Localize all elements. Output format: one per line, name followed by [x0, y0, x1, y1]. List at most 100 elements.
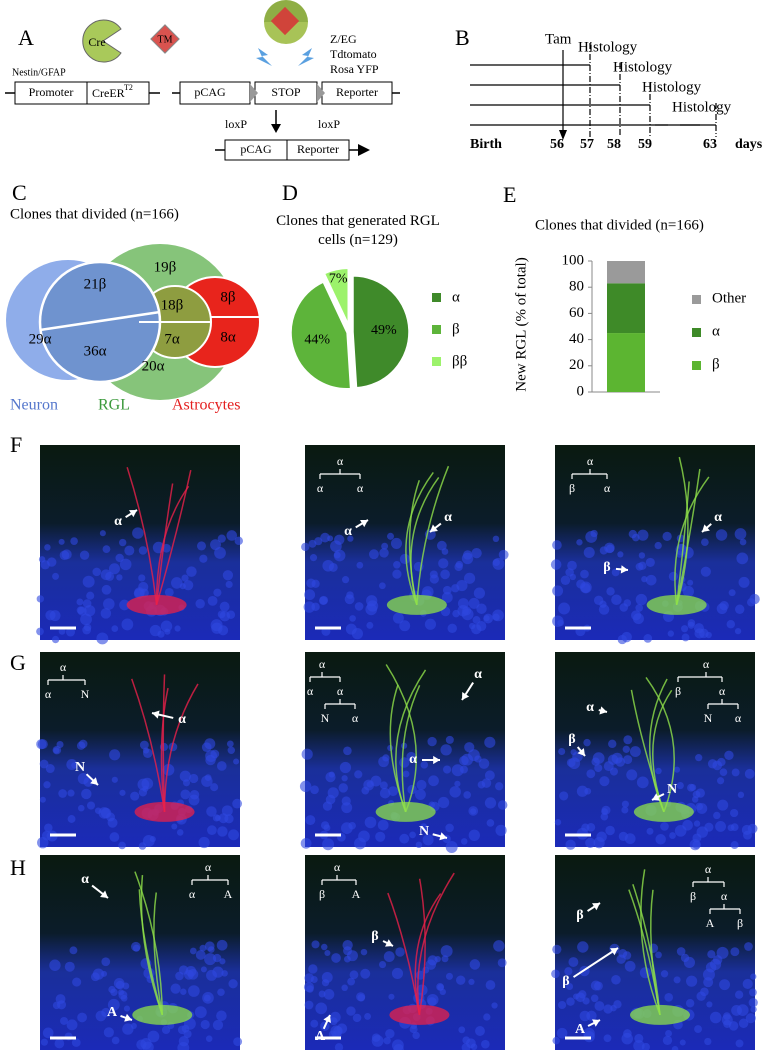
- nucleus: [643, 634, 653, 643]
- nucleus: [118, 538, 127, 547]
- nucleus: [731, 768, 740, 777]
- nucleus: [475, 1026, 485, 1036]
- nucleus: [303, 601, 316, 613]
- lineage-label: α: [334, 860, 341, 874]
- lineage-label: α: [357, 481, 364, 495]
- nucleus: [686, 975, 698, 987]
- nucleus: [687, 579, 694, 586]
- box: [86, 81, 150, 105]
- nucleus: [341, 802, 353, 814]
- nucleus: [606, 587, 615, 596]
- nucleus: [301, 748, 313, 760]
- nucleus: [179, 770, 191, 782]
- nucleus: [201, 742, 212, 752]
- process: [416, 465, 450, 605]
- nucleus: [420, 823, 428, 831]
- nucleus: [646, 827, 654, 835]
- nucleus: [323, 989, 335, 1000]
- nucleus: [130, 791, 140, 801]
- nucleus: [492, 609, 504, 622]
- process: [628, 889, 661, 1016]
- nucleus: [227, 746, 235, 755]
- arrowhead: [100, 890, 108, 898]
- label: TM: [158, 34, 173, 45]
- legend-swatch: [432, 357, 441, 366]
- nucleus: [181, 574, 189, 582]
- nucleus: [550, 559, 562, 570]
- nucleus: [687, 783, 695, 792]
- nucleus: [70, 537, 78, 545]
- y-tick-label: 60: [569, 305, 584, 321]
- nucleus: [406, 751, 416, 762]
- process: [675, 468, 701, 606]
- nucleus: [103, 598, 115, 610]
- nucleus: [346, 950, 358, 962]
- cell-label: α: [714, 510, 722, 525]
- nucleus: [299, 780, 312, 793]
- nucleus: [369, 549, 379, 560]
- nucleus: [328, 771, 335, 778]
- lineage-label: A: [224, 887, 233, 901]
- nucleus: [730, 841, 739, 850]
- nucleus: [552, 540, 562, 550]
- nucleus: [420, 761, 429, 769]
- panel-letter: C: [12, 180, 27, 205]
- nucleus: [586, 769, 596, 779]
- nucleus: [160, 620, 173, 633]
- nucleus: [98, 807, 111, 819]
- nucleus: [195, 599, 205, 609]
- lineage-label: N: [81, 687, 90, 701]
- legend-swatch: [692, 328, 701, 337]
- nucleus: [168, 742, 178, 752]
- nucleus: [554, 819, 562, 826]
- nucleus: [157, 630, 165, 638]
- legend-label: Other: [712, 290, 746, 306]
- pie-slice: [352, 275, 410, 389]
- nucleus: [600, 812, 609, 821]
- nucleus: [695, 754, 703, 762]
- nucleus: [390, 537, 403, 549]
- cell-label: β: [562, 974, 569, 989]
- nucleus: [171, 823, 178, 830]
- bolt: [298, 48, 314, 66]
- nucleus: [382, 754, 390, 762]
- nucleus: [471, 623, 482, 635]
- label: Astrocytes: [172, 397, 240, 414]
- nucleus: [402, 770, 410, 778]
- nucleus: [636, 776, 649, 789]
- nucleus: [44, 823, 53, 832]
- nucleus: [133, 588, 145, 599]
- nucleus: [371, 1034, 384, 1047]
- nucleus: [716, 777, 725, 785]
- nucleus: [552, 944, 562, 955]
- nucleus: [442, 765, 452, 774]
- nucleus: [182, 779, 191, 787]
- label: New RGL (% of total): [513, 257, 530, 392]
- nucleus: [354, 602, 364, 611]
- nucleus: [693, 820, 701, 827]
- nucleus: [427, 997, 437, 1007]
- nucleus: [455, 560, 464, 569]
- nucleus: [409, 831, 416, 839]
- nucleus: [726, 619, 736, 629]
- nucleus: [617, 551, 624, 558]
- nucleus: [556, 1027, 568, 1039]
- nucleus: [364, 1012, 372, 1020]
- process: [418, 878, 426, 1016]
- nucleus: [463, 572, 476, 584]
- nucleus: [727, 824, 735, 832]
- nucleus: [233, 1037, 243, 1047]
- nucleus: [434, 955, 441, 963]
- nucleus: [225, 580, 233, 589]
- label: STOP: [271, 85, 300, 99]
- nucleus: [645, 557, 655, 567]
- nucleus: [747, 823, 758, 834]
- nucleus: [383, 951, 395, 963]
- nucleus: [474, 755, 482, 763]
- lineage-label: β: [569, 481, 575, 495]
- nucleus: [440, 569, 450, 580]
- nucleus: [352, 1013, 362, 1023]
- nucleus: [611, 568, 620, 577]
- lineage-label: α: [703, 657, 710, 671]
- nucleus: [311, 602, 320, 612]
